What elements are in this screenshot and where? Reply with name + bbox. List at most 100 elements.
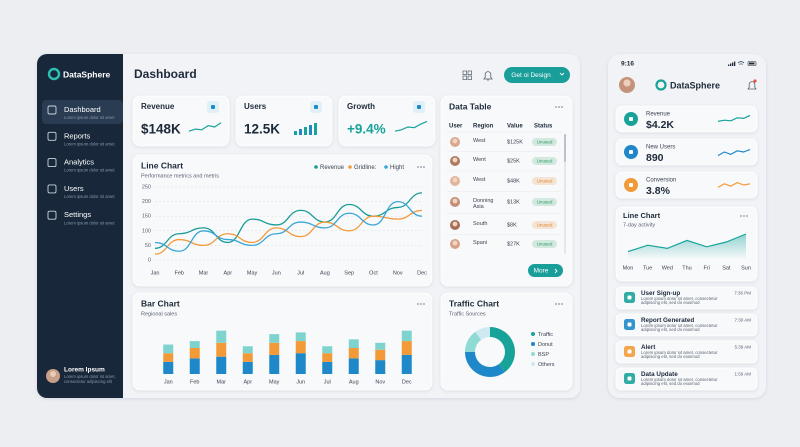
activity-icon-glyph [627,322,632,327]
row-avatar-face [452,177,458,183]
kpi-card [132,95,230,147]
bar-segment [348,339,359,348]
legend-label: Others [538,362,555,368]
cta-button[interactable] [504,67,570,83]
region-cell-text: Donning Asia [473,198,494,211]
nav-label[interactable]: Analytics [64,158,94,167]
more-chevron [554,268,558,274]
more-button[interactable] [528,264,563,277]
bar-segment [322,346,333,354]
more-icon[interactable] [555,303,557,305]
x-tick-label: Mar [217,379,227,385]
bar-segment [163,361,174,374]
nav-icon[interactable] [47,105,57,115]
more-label[interactable]: More [534,268,549,275]
status-label: Unused [537,179,553,184]
kpi-icon-glyph [211,105,215,109]
status-pill [532,198,557,206]
donut-slice [490,327,515,373]
kpi-card [338,95,436,147]
x-tick-label: Mon [623,265,634,271]
status-label: Unused [537,223,553,228]
x-tick-label: Tue [643,265,652,271]
bar-segment [216,342,227,357]
kpi-value: +9.4% [347,122,386,137]
bell-icon[interactable] [483,71,493,81]
nav-sub: Lorem ipsum dolor sit amet [64,115,115,120]
activity-card [615,340,758,364]
nav-label[interactable]: Reports [64,131,91,140]
legend-label: Donut [538,342,553,348]
activity-time: 7:30 AM [734,318,751,323]
nav-icon[interactable] [47,158,57,168]
nav-label[interactable]: Users [64,184,84,193]
wifi-icon [737,61,745,65]
more-icon[interactable] [423,303,425,305]
scroll-thumb[interactable] [564,134,566,162]
more-icon[interactable] [740,215,742,217]
region-cell: Donning Asia [473,198,494,211]
more-icon[interactable] [746,215,748,217]
more-icon[interactable] [420,166,422,168]
more-icon[interactable] [743,215,745,217]
more-icon[interactable] [561,303,563,305]
activity-text-text: Lorem ipsum dolor sit amet, consectetur … [641,377,718,387]
line-chart-card [132,154,433,287]
signal-bar [728,64,730,66]
more-icon[interactable] [558,106,560,108]
grid-icon[interactable] [467,75,472,80]
more-icon[interactable] [423,166,425,168]
activity-text: Lorem ipsum dolor sit amet, consectetur … [641,377,718,387]
cta-label[interactable]: Get oi Design [511,72,551,79]
nav-icon[interactable] [47,184,57,194]
grid-icon[interactable] [467,70,472,75]
x-tick-label: Jun [272,270,281,276]
more-icon[interactable] [420,303,422,305]
grid-icon[interactable] [462,75,467,80]
kpi-icon-glyph [629,150,633,154]
region-cell-text: Went [473,157,486,163]
activity-card [615,313,758,337]
x-tick-label: Jun [296,379,305,385]
more-icon[interactable] [558,303,560,305]
status-pill [532,177,557,185]
more-icon[interactable] [561,106,563,108]
bar-segment [242,361,253,374]
phone-kpi-card [615,138,758,166]
x-tick-label: Sat [722,265,731,271]
donut-slice [465,331,482,352]
table-title: Data Table [449,101,492,111]
legend-swatch [314,165,318,169]
x-tick-label: Nov [375,379,385,385]
sidebar [37,54,123,398]
status-time: 9:16 [621,61,634,68]
y-tick-label: 100 [142,228,151,234]
grid-icon[interactable] [462,70,467,75]
nav-icon[interactable] [47,131,57,141]
bar-segment [163,353,174,362]
activity-card [615,367,758,391]
kpi-value: $4.2K [646,119,674,131]
legend-label: Traffic [538,332,553,338]
status-pill [532,138,557,146]
nav-icon[interactable] [47,210,57,220]
nav-label[interactable]: Settings [64,210,91,219]
phone-bell[interactable] [747,81,757,90]
value-cell: $25K [507,158,520,164]
user-name: Lorem Ipsum [64,367,105,374]
column-header: User [449,124,463,130]
chart-title: Traffic Chart [449,298,499,308]
kpi-label: New Users [646,145,675,151]
y-tick-label: 50 [145,243,151,249]
more-icon[interactable] [555,106,557,108]
nav-label[interactable]: Dashboard [64,105,101,114]
y-tick-label: 150 [142,214,151,220]
chart-subtitle: Traffic Sources [449,311,486,317]
x-tick-label: Thu [682,265,691,271]
kpi-label: Revenue [141,102,175,111]
more-icon[interactable] [417,166,419,168]
bar-segment [216,330,227,343]
more-icon[interactable] [417,303,419,305]
value-cell: $8K [507,222,517,228]
